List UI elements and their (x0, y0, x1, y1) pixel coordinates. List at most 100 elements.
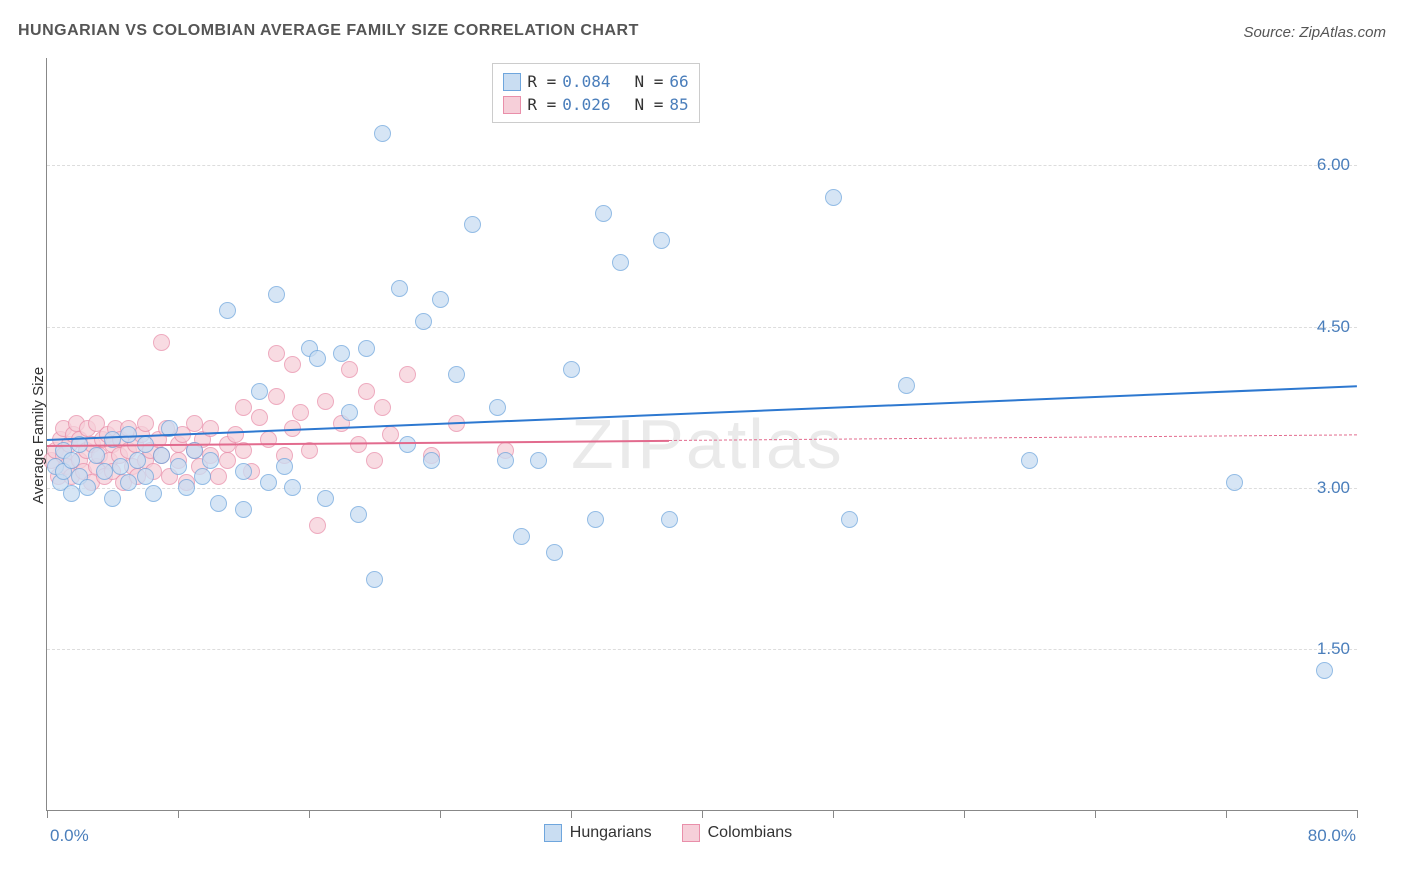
colombians-point (153, 334, 170, 351)
hungarians-point (841, 511, 858, 528)
hungarians-point (898, 377, 915, 394)
legend-item: Colombians (682, 824, 792, 842)
colombians-point (358, 383, 375, 400)
hungarians-point (464, 216, 481, 233)
gridline (47, 649, 1357, 650)
hungarians-point (120, 426, 137, 443)
colombians-point (382, 426, 399, 443)
x-tick (964, 810, 965, 818)
hungarians-point (333, 345, 350, 362)
hungarians-point (587, 511, 604, 528)
legend-swatch (682, 824, 700, 842)
legend-label: Hungarians (570, 824, 652, 842)
hungarians-point (202, 452, 219, 469)
colombians-point (292, 404, 309, 421)
hungarians-point (358, 340, 375, 357)
hungarians-point (317, 490, 334, 507)
legend-swatch (544, 824, 562, 842)
x-tick (47, 810, 48, 818)
hungarians-point (399, 436, 416, 453)
hungarians-point (350, 506, 367, 523)
hungarians-point (153, 447, 170, 464)
hungarians-point (96, 463, 113, 480)
colombians-point (202, 420, 219, 437)
colombians-point (137, 415, 154, 432)
x-tick (1226, 810, 1227, 818)
y-tick-label: 4.50 (1306, 317, 1350, 337)
hungarians-point (194, 468, 211, 485)
r-label: R = (527, 95, 556, 114)
x-tick (178, 810, 179, 818)
y-tick-label: 6.00 (1306, 155, 1350, 175)
y-tick-label: 3.00 (1306, 478, 1350, 498)
hungarians-point (1316, 662, 1333, 679)
hungarians-point (448, 366, 465, 383)
hungarians-point (432, 291, 449, 308)
colombians-point (227, 426, 244, 443)
y-axis-title: Average Family Size (30, 367, 47, 504)
hungarians-point (178, 479, 195, 496)
colombians-point (341, 361, 358, 378)
colombians-point (317, 393, 334, 410)
hungarians-point (366, 571, 383, 588)
hungarians-point (235, 463, 252, 480)
colombians-point (374, 399, 391, 416)
hungarians-point (63, 485, 80, 502)
legend-stats-box: R =0.084N =66R =0.026N =85 (492, 63, 699, 123)
hungarians-point (391, 280, 408, 297)
gridline (47, 327, 1357, 328)
hungarians-point (309, 350, 326, 367)
hungarians-point (276, 458, 293, 475)
hungarians-point (489, 399, 506, 416)
legend-stats-row: R =0.084N =66 (503, 70, 688, 93)
x-axis-max-label: 80.0% (1308, 826, 1356, 846)
colombians-point (268, 388, 285, 405)
hungarians-point (497, 452, 514, 469)
gridline (47, 488, 1357, 489)
n-label: N = (634, 95, 663, 114)
hungarians-point (235, 501, 252, 518)
hungarians-point (170, 458, 187, 475)
n-value: 85 (669, 95, 688, 114)
hungarians-point (825, 189, 842, 206)
hungarians-point (661, 511, 678, 528)
hungarians-point (260, 474, 277, 491)
hungarians-point (341, 404, 358, 421)
hungarians-point (112, 458, 129, 475)
hungarians-point (1226, 474, 1243, 491)
colombians-point (235, 399, 252, 416)
y-tick-label: 1.50 (1306, 639, 1350, 659)
x-tick (440, 810, 441, 818)
hungarians-point (284, 479, 301, 496)
hungarians-point (88, 447, 105, 464)
colombians-point (309, 517, 326, 534)
colombians-point (268, 345, 285, 362)
colombians-point (366, 452, 383, 469)
n-value: 66 (669, 72, 688, 91)
colombians-point (260, 431, 277, 448)
x-tick (1357, 810, 1358, 818)
legend-bottom: Hungarians Colombians (544, 824, 792, 842)
source-label: Source: ZipAtlas.com (1243, 24, 1386, 41)
hungarians-point (653, 232, 670, 249)
x-tick (571, 810, 572, 818)
legend-swatch (503, 73, 521, 91)
legend-swatch (503, 96, 521, 114)
hungarians-point (423, 452, 440, 469)
hungarians-point (145, 485, 162, 502)
hungarians-point (563, 361, 580, 378)
hungarians-point (251, 383, 268, 400)
hungarians-point (530, 452, 547, 469)
legend-label: Colombians (708, 824, 792, 842)
colombians-point (251, 409, 268, 426)
hungarians-point (268, 286, 285, 303)
x-tick (833, 810, 834, 818)
hungarians-point (595, 205, 612, 222)
colombians-point (284, 356, 301, 373)
r-label: R = (527, 72, 556, 91)
hungarians-point (137, 468, 154, 485)
colombians-point (399, 366, 416, 383)
hungarians-point (513, 528, 530, 545)
hungarians-point (79, 479, 96, 496)
r-value: 0.084 (562, 72, 610, 91)
